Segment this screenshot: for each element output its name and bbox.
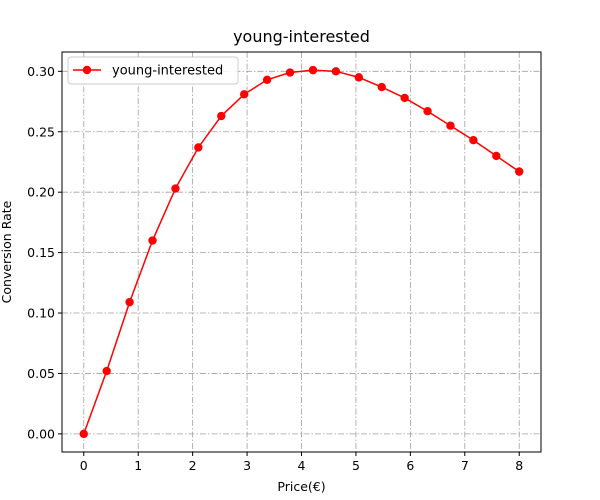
series-layer xyxy=(79,65,524,439)
x-tick-label: 1 xyxy=(134,458,142,473)
y-tick-label: 0.05 xyxy=(27,366,55,381)
data-point xyxy=(239,90,249,99)
data-point xyxy=(515,167,524,176)
x-tick-label: 4 xyxy=(298,458,306,473)
x-tick-label: 0 xyxy=(80,458,88,473)
x-tick-label: 7 xyxy=(461,458,469,473)
x-tick-label: 6 xyxy=(406,458,414,473)
data-point xyxy=(171,184,180,193)
data-point xyxy=(492,151,501,161)
y-tick-label: 0.25 xyxy=(27,124,55,139)
data-point xyxy=(148,236,157,245)
y-axis-label: Conversion Rate xyxy=(0,200,14,303)
y-tick-label: 0.00 xyxy=(27,426,55,441)
x-tick-label: 3 xyxy=(243,458,251,473)
data-point xyxy=(102,366,111,376)
legend-box xyxy=(67,56,239,85)
legend-marker xyxy=(82,65,92,75)
data-point xyxy=(469,136,478,145)
legend: young-interested xyxy=(67,56,239,85)
x-tick-label: 8 xyxy=(515,458,523,473)
data-point xyxy=(354,73,364,82)
x-axis: 0 1 2 3 4 5 6 7 8 xyxy=(80,452,523,473)
y-tick-label: 0.30 xyxy=(27,64,55,79)
data-point xyxy=(217,111,226,121)
data-point xyxy=(79,429,88,439)
data-point xyxy=(331,67,341,76)
x-axis-label: Price(€) xyxy=(277,479,325,494)
data-point xyxy=(377,82,386,92)
data-point xyxy=(285,68,295,77)
data-point xyxy=(423,107,432,116)
legend-label: young-interested xyxy=(112,64,223,79)
data-point xyxy=(194,143,203,152)
x-tick-label: 2 xyxy=(189,458,197,473)
data-point xyxy=(125,297,134,307)
y-tick-label: 0.15 xyxy=(27,245,55,260)
data-point xyxy=(308,65,318,75)
y-axis: 0.00 0.05 0.10 0.15 0.20 0.25 0.30 xyxy=(27,64,62,441)
y-tick-label: 0.10 xyxy=(27,306,55,321)
x-tick-label: 5 xyxy=(352,458,360,473)
data-point xyxy=(400,93,409,103)
data-point xyxy=(446,121,455,130)
data-point xyxy=(262,75,272,84)
chart-title: young-interested xyxy=(233,27,370,46)
y-tick-label: 0.20 xyxy=(27,185,55,200)
series-line xyxy=(83,69,520,435)
